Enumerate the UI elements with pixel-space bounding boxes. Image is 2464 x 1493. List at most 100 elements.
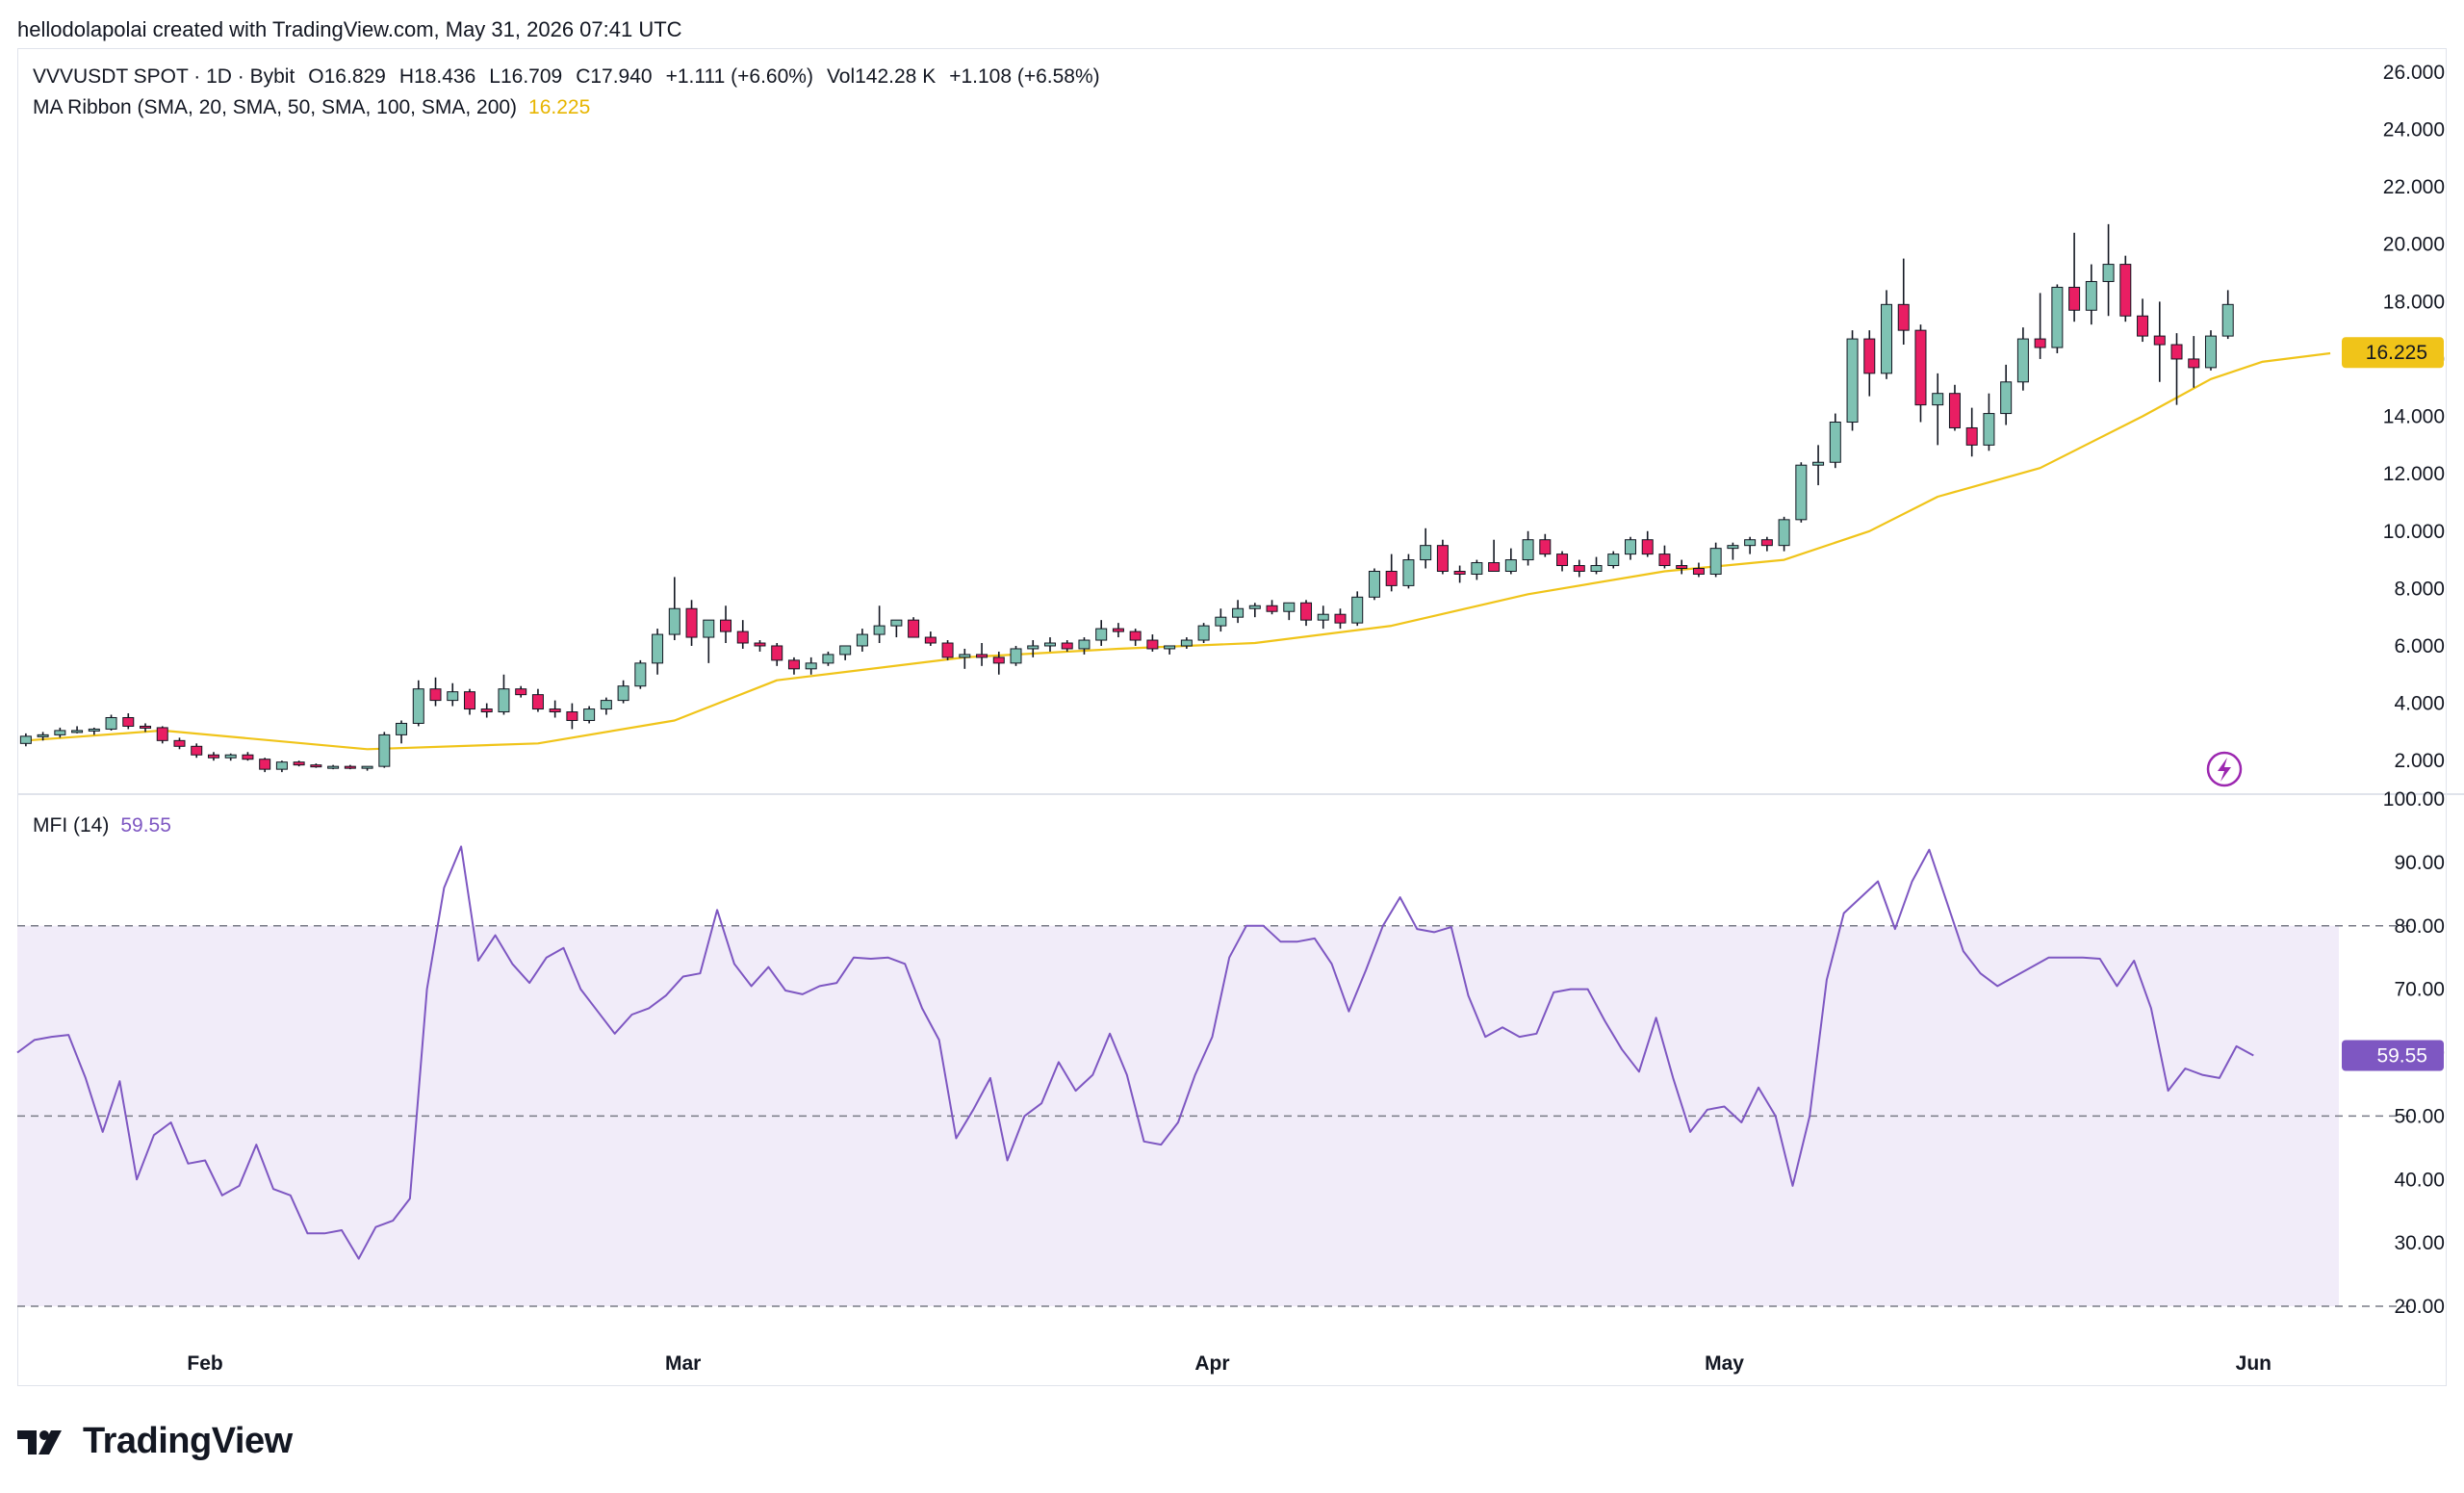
candle [1402,553,1415,589]
legend-volume: Vol142.28 K [826,65,937,88]
candle [924,631,937,646]
lightning-icon[interactable] [2206,751,2243,787]
candle-body [787,659,800,670]
candle [88,727,100,735]
candle-body [2085,280,2097,311]
ma-legend[interactable]: MA Ribbon (SMA, 20, SMA, 50, SMA, 100, S… [33,96,590,119]
candle [992,651,1005,675]
candle [429,677,442,707]
candle [566,703,578,730]
candle-body [19,735,32,744]
candle [275,760,288,773]
candle-body [771,645,783,661]
candle-body [156,727,168,741]
candle [1351,591,1364,627]
candle-body [531,694,544,710]
candle-body [1590,565,1603,572]
candle [1095,620,1108,646]
candle [2221,290,2234,340]
candle [873,605,886,643]
legend-low: L16.709 [489,65,563,88]
candle-body [1300,602,1313,621]
candle-body [566,711,578,721]
candle-body [2102,264,2115,282]
candle-body [1164,645,1176,650]
candle-body [412,688,424,724]
candle [1215,608,1227,632]
candle [1232,600,1245,624]
candle-body [242,754,254,760]
candle-body [2119,264,2132,317]
candle [1607,551,1620,569]
mfi-axis-label: 30.00 [2394,1232,2445,1254]
candle-body [1027,645,1040,650]
candle-body [191,745,203,756]
candle [480,703,493,718]
price-axis-label: 12.000 [2383,463,2445,485]
candle [805,656,817,675]
candle [37,732,49,741]
candle [1778,516,1790,552]
candle [2188,336,2200,388]
candle [2000,364,2013,425]
candle-body [344,765,356,769]
candle-body [1881,303,1893,374]
candle-body [140,725,152,729]
chart-frame [17,48,2447,1386]
legend-open: O16.829 [308,65,386,88]
candle-body [1727,545,1739,550]
candle-body [1436,545,1449,572]
candle-body [1778,519,1790,547]
candle [1744,536,1757,554]
legend-change-2: +1.108 (+6.58%) [949,65,1100,88]
candle [531,688,544,712]
tradingview-logo[interactable]: TradingView [17,1421,293,1462]
candle [839,645,852,660]
candle [1881,290,1893,379]
candle [2034,293,2046,359]
price-axis-label: 10.000 [2383,521,2445,543]
candle [1522,530,1534,566]
candle-body [1129,631,1142,641]
candle-body [2016,338,2029,383]
candle-body [88,728,100,732]
mfi-legend[interactable]: MFI (14) 59.55 [33,814,171,837]
candle-body [1488,562,1501,572]
candle-body [1948,393,1961,428]
candle [1573,559,1585,578]
candle [173,737,186,750]
price-axis-label: 18.000 [2383,291,2445,313]
candle [1556,551,1569,572]
candle-body [293,761,305,766]
candle-body [2034,338,2046,348]
candle [856,629,868,652]
candle [652,629,664,675]
candle-body [1692,568,1705,575]
candle-body [549,708,561,713]
price-axis-label: 2.000 [2394,750,2445,772]
candle [1334,608,1347,630]
candle-body [1607,553,1620,567]
candle-body [1658,553,1671,567]
candle-body [1709,548,1722,575]
candle-body [583,708,596,721]
time-axis-label: May [1705,1352,1744,1375]
candle-body [1983,413,1995,446]
candle-body [634,662,647,687]
tradingview-logo-icon [17,1429,62,1454]
candle-body [1095,628,1108,641]
candle-body [941,642,954,658]
candle-body [805,662,817,670]
candle [617,680,629,704]
candle-body [1180,639,1193,647]
candle [1812,445,1825,486]
candle-body [1676,565,1688,570]
candle-body [2068,286,2081,311]
candles-layer [19,223,2234,773]
candle [1983,393,1995,451]
ma-price-tag-label: 16.225 [2366,342,2427,364]
candle [1317,605,1329,630]
candle-body [207,754,219,759]
candle [327,764,340,770]
